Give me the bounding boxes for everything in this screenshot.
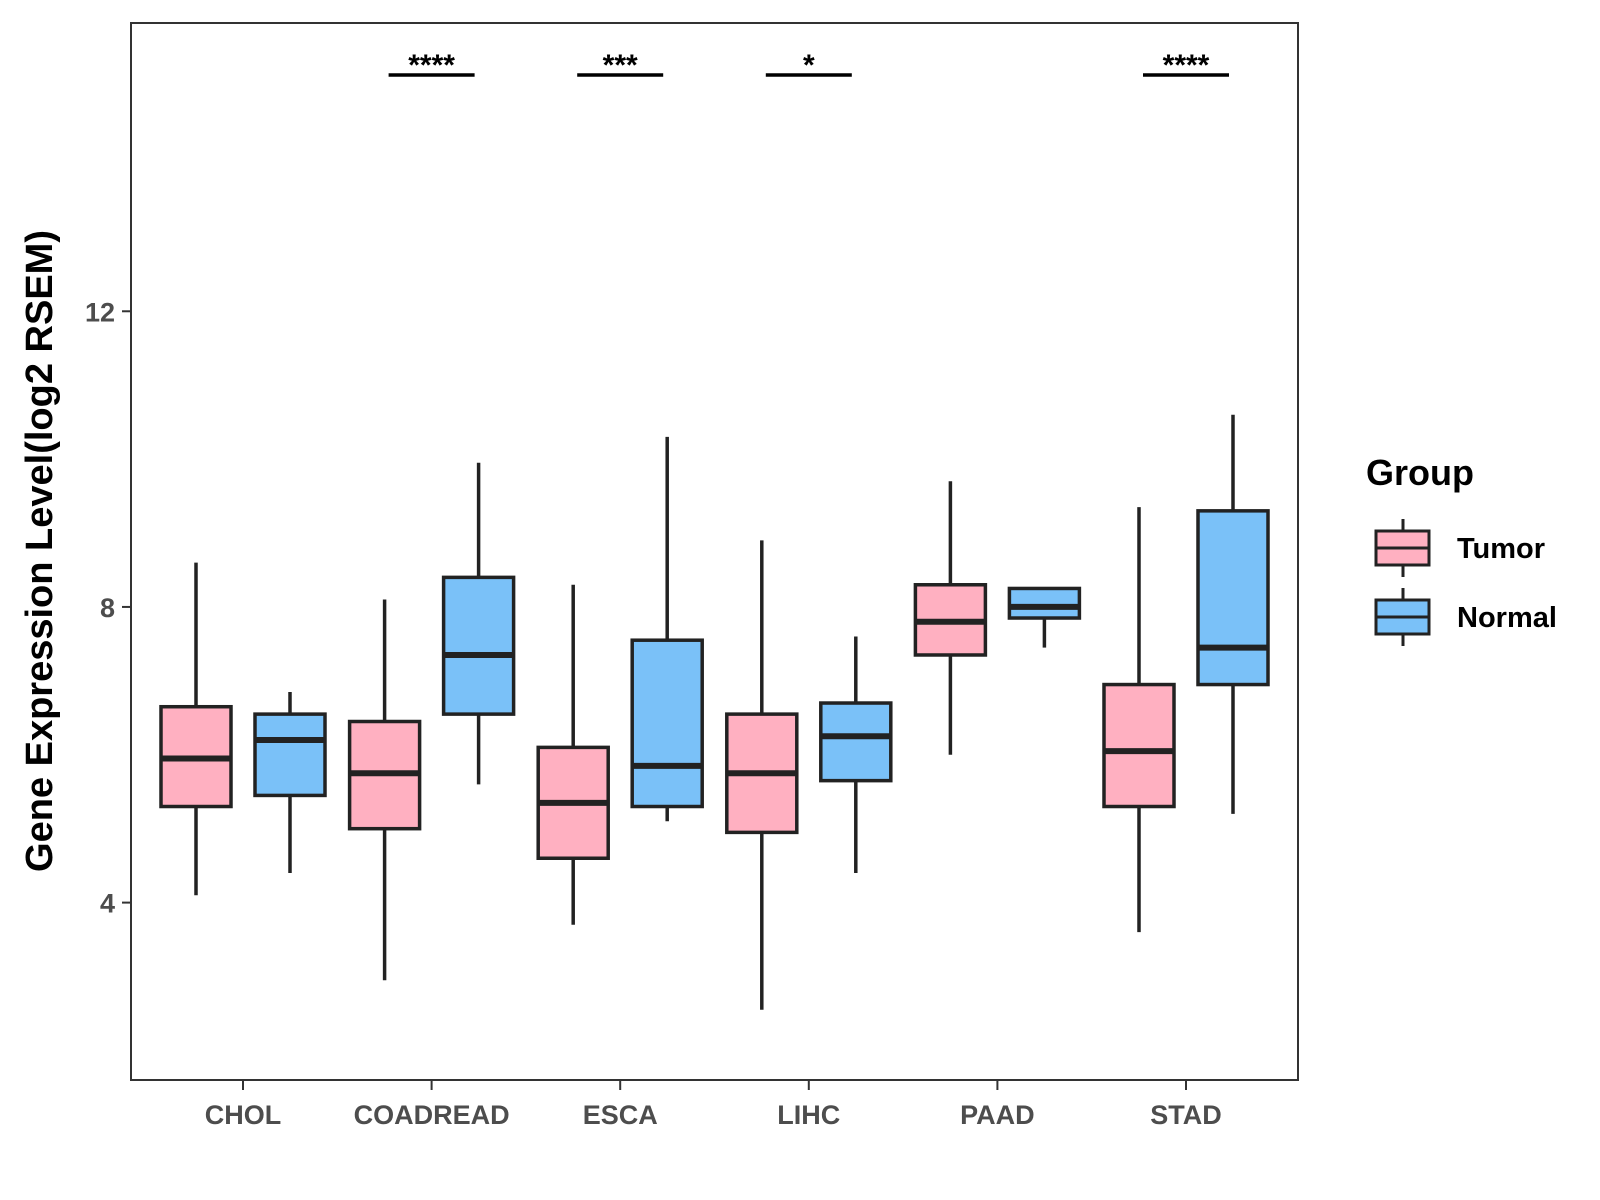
x-tick-label: STAD [1150,1100,1222,1130]
plot-panel [130,22,1299,1081]
box-layer [159,414,1270,1010]
box-body [441,575,516,716]
box-normal-paad [1007,586,1082,648]
y-axis-title: Gene Expression Level(log2 RSEM) [19,230,61,872]
y-tick-label: 4 [100,889,115,919]
significance-label: **** [1163,49,1210,82]
significance-label: **** [408,49,455,82]
legend-entries: Tumor Normal [1374,519,1557,646]
box-body [1007,586,1082,620]
box-normal-chol [253,691,327,874]
box-body [1102,682,1176,809]
legend-entry-tumor: Tumor [1374,519,1545,577]
legend-label: Tumor [1457,533,1545,565]
x-tick-label: ESCA [583,1100,658,1130]
significance-label: * [803,49,815,82]
box-tumor-paad [913,481,988,755]
x-tick-label: LIHC [777,1100,840,1130]
axis-layer: 4 8 12 CHOL COADREAD ESCA LIHC PAAD STAD [85,297,1222,1130]
legend-title: Group [1366,452,1474,493]
box-normal-stad [1196,414,1270,814]
box-body [630,638,704,809]
x-tick-label: PAAD [960,1100,1035,1130]
box-tumor-stad [1102,507,1176,933]
box-tumor-coadread [347,599,422,981]
x-tick-label: CHOL [205,1100,282,1130]
box-normal-esca [630,436,704,822]
box-body [253,712,327,798]
box-body [1196,509,1270,687]
box-normal-coadread [441,462,516,785]
legend-entry-normal: Normal [1374,588,1557,646]
x-tick-label: COADREAD [354,1100,510,1130]
box-body [819,701,893,783]
legend-label: Normal [1457,602,1557,634]
y-tick-label: 12 [85,297,115,327]
box-normal-lihc [819,636,893,874]
box-tumor-esca [536,584,610,925]
significance-layer: **** *** * **** [388,49,1229,82]
box-tumor-lihc [725,540,799,1010]
y-tick-label: 8 [100,593,115,623]
legend: Group Tumor Normal [1366,452,1557,646]
box-tumor-chol [159,562,233,896]
significance-label: *** [603,49,638,82]
